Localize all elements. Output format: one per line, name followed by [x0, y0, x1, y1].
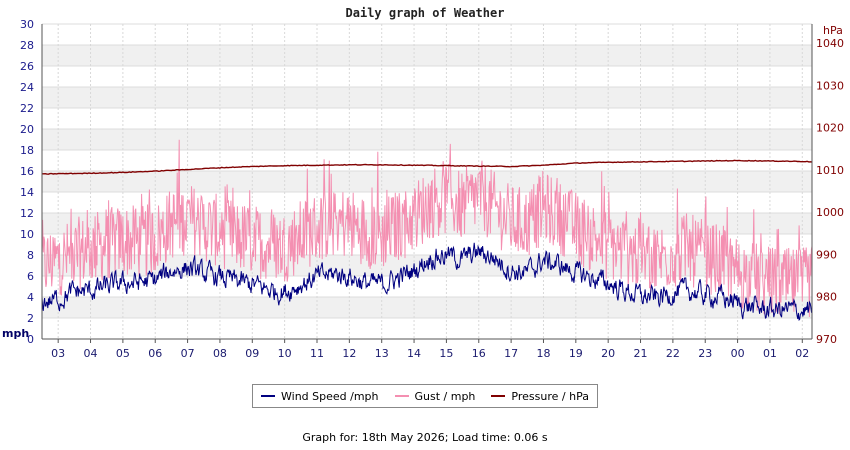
- right-axis-ticks: 970 980 990 1000 1010 1020 1030 1040: [816, 37, 844, 346]
- x-tick-label: 06: [148, 347, 162, 360]
- x-tick-label: 22: [666, 347, 680, 360]
- left-tick-label: 10: [20, 228, 34, 241]
- x-tick-label: 07: [181, 347, 195, 360]
- right-tick-label: 1020: [816, 122, 844, 135]
- x-tick-label: 08: [213, 347, 227, 360]
- x-tick-label: 23: [698, 347, 712, 360]
- grid-band: [42, 297, 812, 318]
- x-tick-label: 01: [763, 347, 777, 360]
- x-tick-label: 21: [634, 347, 648, 360]
- right-tick-label: 1040: [816, 37, 844, 50]
- wind-speed-line: [41, 242, 813, 321]
- legend-item-pressure: Pressure / hPa: [491, 390, 589, 403]
- x-tick-label: 14: [407, 347, 421, 360]
- x-tick-label: 20: [601, 347, 615, 360]
- x-tick-label: 19: [569, 347, 583, 360]
- x-tick-label: 02: [795, 347, 809, 360]
- gust-series: [41, 139, 813, 318]
- x-tick-label: 12: [342, 347, 356, 360]
- x-tick-label: 17: [504, 347, 518, 360]
- left-tick-label: 12: [20, 207, 34, 220]
- grid-bands: [42, 24, 812, 339]
- legend-swatch-pressure: [491, 395, 506, 397]
- x-tick-label: 00: [731, 347, 745, 360]
- grid-band: [42, 87, 812, 108]
- gridlines: [42, 23, 812, 340]
- left-tick-label: 0: [27, 333, 34, 346]
- left-tick-label: 20: [20, 123, 34, 136]
- left-tick-label: 2: [27, 312, 34, 325]
- left-tick-label: 14: [20, 186, 34, 199]
- right-tick-label: 1000: [816, 206, 844, 219]
- footer-text: Graph for: 18th May 2026; Load time: 0.0…: [302, 431, 548, 444]
- left-axis-unit: mph: [2, 327, 29, 340]
- right-tick-label: 1030: [816, 79, 844, 92]
- wind-speed-series: [41, 242, 813, 321]
- grid-band: [42, 45, 812, 66]
- x-tick-label: 18: [536, 347, 550, 360]
- x-tick-label: 05: [116, 347, 130, 360]
- grid-band: [42, 171, 812, 192]
- right-tick-label: 970: [816, 333, 837, 346]
- x-tick-label: 11: [310, 347, 324, 360]
- x-tick-label: 16: [472, 347, 486, 360]
- left-tick-label: 24: [20, 81, 34, 94]
- x-tick-label: 10: [278, 347, 292, 360]
- legend-label-gust: Gust / mph: [414, 389, 476, 403]
- pressure-series: [42, 159, 813, 175]
- left-tick-label: 6: [27, 270, 34, 283]
- legend-item-gust: Gust / mph: [394, 389, 476, 403]
- x-tick-label: 15: [439, 347, 453, 360]
- x-axis-ticks: 03 04 05 06 07 08 09 10 11 12 13 14 15 16 17 18 19 20 21 22…: [51, 339, 809, 360]
- gust-line: [41, 139, 813, 318]
- legend-label-wind: Wind Speed /mph: [281, 389, 379, 403]
- right-axis-unit: hPa: [823, 24, 843, 37]
- left-tick-label: 18: [20, 144, 34, 157]
- left-tick-label: 28: [20, 39, 34, 52]
- left-tick-label: 8: [27, 249, 34, 262]
- legend-item-wind: Wind Speed /mph: [261, 390, 379, 403]
- right-tick-label: 980: [816, 291, 837, 304]
- left-tick-label: 26: [20, 60, 34, 73]
- axes: [41, 24, 813, 340]
- pressure-line: [42, 159, 813, 175]
- x-tick-label: 09: [245, 347, 259, 360]
- left-tick-label: 30: [20, 18, 34, 31]
- chart-title: Daily graph of Weather: [346, 6, 505, 20]
- x-tick-label: 13: [375, 347, 389, 360]
- legend-label-pressure: Pressure / hPa: [511, 389, 589, 403]
- x-tick-label: 03: [51, 347, 65, 360]
- right-tick-label: 1010: [816, 164, 844, 177]
- left-tick-label: 4: [27, 291, 34, 304]
- left-tick-label: 22: [20, 102, 34, 115]
- grid-band: [42, 129, 812, 150]
- chart-legend: Wind Speed /mph Gust / mph Pressure / hP…: [252, 384, 598, 408]
- left-tick-label: 16: [20, 165, 34, 178]
- right-tick-label: 990: [816, 248, 837, 261]
- legend-swatch-wind: [261, 395, 275, 397]
- legend-swatch-gust: [394, 395, 409, 397]
- x-tick-label: 04: [84, 347, 98, 360]
